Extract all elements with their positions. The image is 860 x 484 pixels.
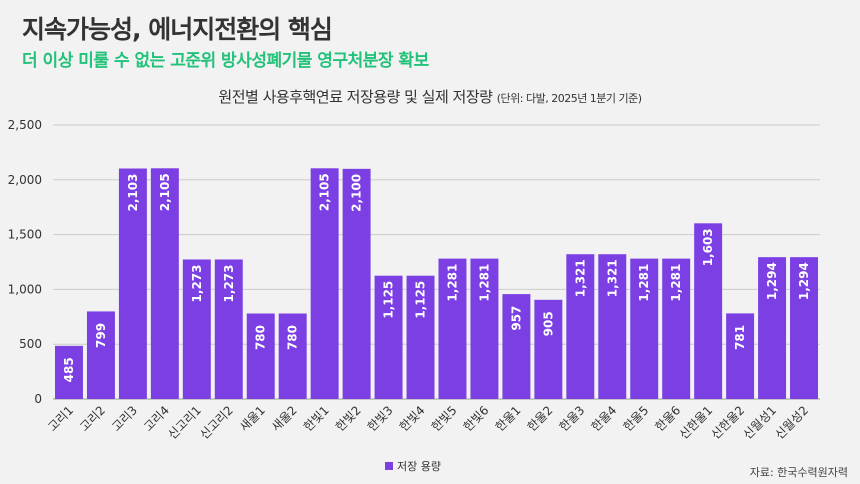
x-tick-label: 신월성1 — [740, 403, 779, 442]
bar — [566, 254, 595, 399]
bar — [694, 223, 723, 399]
x-tick-label: 새울2 — [269, 403, 300, 434]
data-label: 1,273 — [222, 264, 236, 302]
data-label: 1,603 — [701, 228, 715, 266]
bar — [534, 299, 563, 399]
x-tick-label: 신한울1 — [677, 403, 716, 442]
bar — [726, 313, 755, 399]
chart-title-text: 원전별 사용후핵연료 저장용량 및 실제 저장량 — [218, 88, 493, 106]
data-label: 957 — [509, 306, 523, 331]
data-label: 1,281 — [445, 264, 459, 302]
data-label: 1,321 — [605, 259, 619, 297]
bar — [374, 275, 403, 399]
data-label: 781 — [733, 325, 747, 350]
legend-label: 저장 용량 — [397, 460, 441, 473]
x-tick-label: 한빛5 — [429, 403, 460, 434]
x-tick-label: 한울2 — [525, 403, 556, 434]
bar — [214, 259, 243, 399]
bar — [118, 168, 147, 399]
x-tick-label: 한빛2 — [333, 403, 364, 434]
x-tick-label: 신한울2 — [709, 403, 748, 442]
data-label: 1,294 — [765, 262, 779, 300]
bar — [54, 345, 83, 399]
y-tick-label: 0 — [34, 392, 42, 406]
bar — [598, 254, 627, 399]
data-label: 1,294 — [797, 262, 811, 300]
x-tick-label: 고리2 — [77, 403, 108, 434]
x-tick-label: 고리3 — [109, 403, 140, 434]
grid-lines — [53, 124, 820, 400]
bar — [278, 313, 307, 399]
y-tick-label: 1,000 — [8, 282, 42, 296]
bar — [630, 258, 659, 399]
data-label: 1,281 — [669, 264, 683, 302]
source-note: 자료: 한국수력원자력 — [749, 466, 848, 479]
x-tick-label: 한빛3 — [365, 403, 396, 434]
data-label: 2,103 — [126, 174, 140, 212]
data-label: 2,105 — [318, 173, 332, 211]
bar — [342, 168, 371, 399]
bar — [470, 258, 499, 399]
page-title: 지속가능성, 에너지전환의 핵심 — [22, 15, 333, 44]
page-subtitle: 더 이상 미룰 수 없는 고준위 방사성폐기물 영구처분장 확보 — [22, 51, 429, 71]
data-label: 1,281 — [637, 264, 651, 302]
data-label: 1,125 — [382, 281, 396, 319]
y-tick-label: 2,500 — [8, 118, 42, 132]
data-label: 1,281 — [477, 264, 491, 302]
data-label: 485 — [62, 357, 76, 382]
x-tick-label: 한울3 — [557, 403, 588, 434]
x-tick-label: 한빛4 — [397, 403, 428, 434]
y-axis-ticks: 0 500 1,000 1,500 2,000 2,500 — [8, 118, 42, 406]
y-tick-label: 1,500 — [8, 228, 42, 242]
bar — [502, 294, 531, 399]
x-tick-label: 한울4 — [588, 403, 619, 434]
x-tick-label: 신월성2 — [772, 403, 811, 442]
data-label: 1,321 — [573, 259, 587, 297]
bar — [406, 275, 435, 399]
legend: 저장 용량 — [385, 460, 441, 473]
bar — [150, 168, 179, 399]
data-label: 799 — [94, 323, 108, 348]
x-tick-label: 새울1 — [237, 403, 268, 434]
bar — [310, 168, 339, 399]
x-tick-label: 한빛6 — [461, 403, 492, 434]
x-tick-label: 한울1 — [493, 403, 524, 434]
y-tick-label: 2,000 — [8, 173, 42, 187]
x-tick-label: 신고리2 — [197, 403, 236, 442]
data-label: 1,273 — [190, 264, 204, 302]
x-tick-label: 한빛1 — [301, 403, 332, 434]
bar — [182, 259, 211, 399]
data-label: 1,125 — [414, 281, 428, 319]
legend-swatch — [385, 462, 393, 470]
bar — [438, 258, 467, 399]
bar — [758, 257, 787, 399]
bar — [86, 311, 115, 399]
x-tick-label: 신고리1 — [165, 403, 204, 442]
data-label: 2,100 — [350, 174, 364, 212]
data-label: 2,105 — [158, 173, 172, 211]
chart-unit-note: (단위: 다발, 2025년 1분기 기준) — [496, 92, 642, 105]
data-label: 780 — [254, 325, 268, 350]
x-tick-label: 한울5 — [620, 403, 651, 434]
bar — [246, 313, 275, 399]
x-tick-label: 고리1 — [45, 403, 76, 434]
bar — [662, 258, 691, 399]
data-label: 780 — [286, 325, 300, 350]
bar — [790, 257, 819, 399]
chart-title: 원전별 사용후핵연료 저장용량 및 실제 저장량 (단위: 다발, 2025년 … — [0, 86, 860, 107]
y-tick-label: 500 — [19, 337, 42, 351]
bars: 485 799 2,103 2,105 1,273 1,273 780 780 2,105 2,1… — [54, 168, 819, 399]
data-label: 905 — [541, 311, 555, 336]
